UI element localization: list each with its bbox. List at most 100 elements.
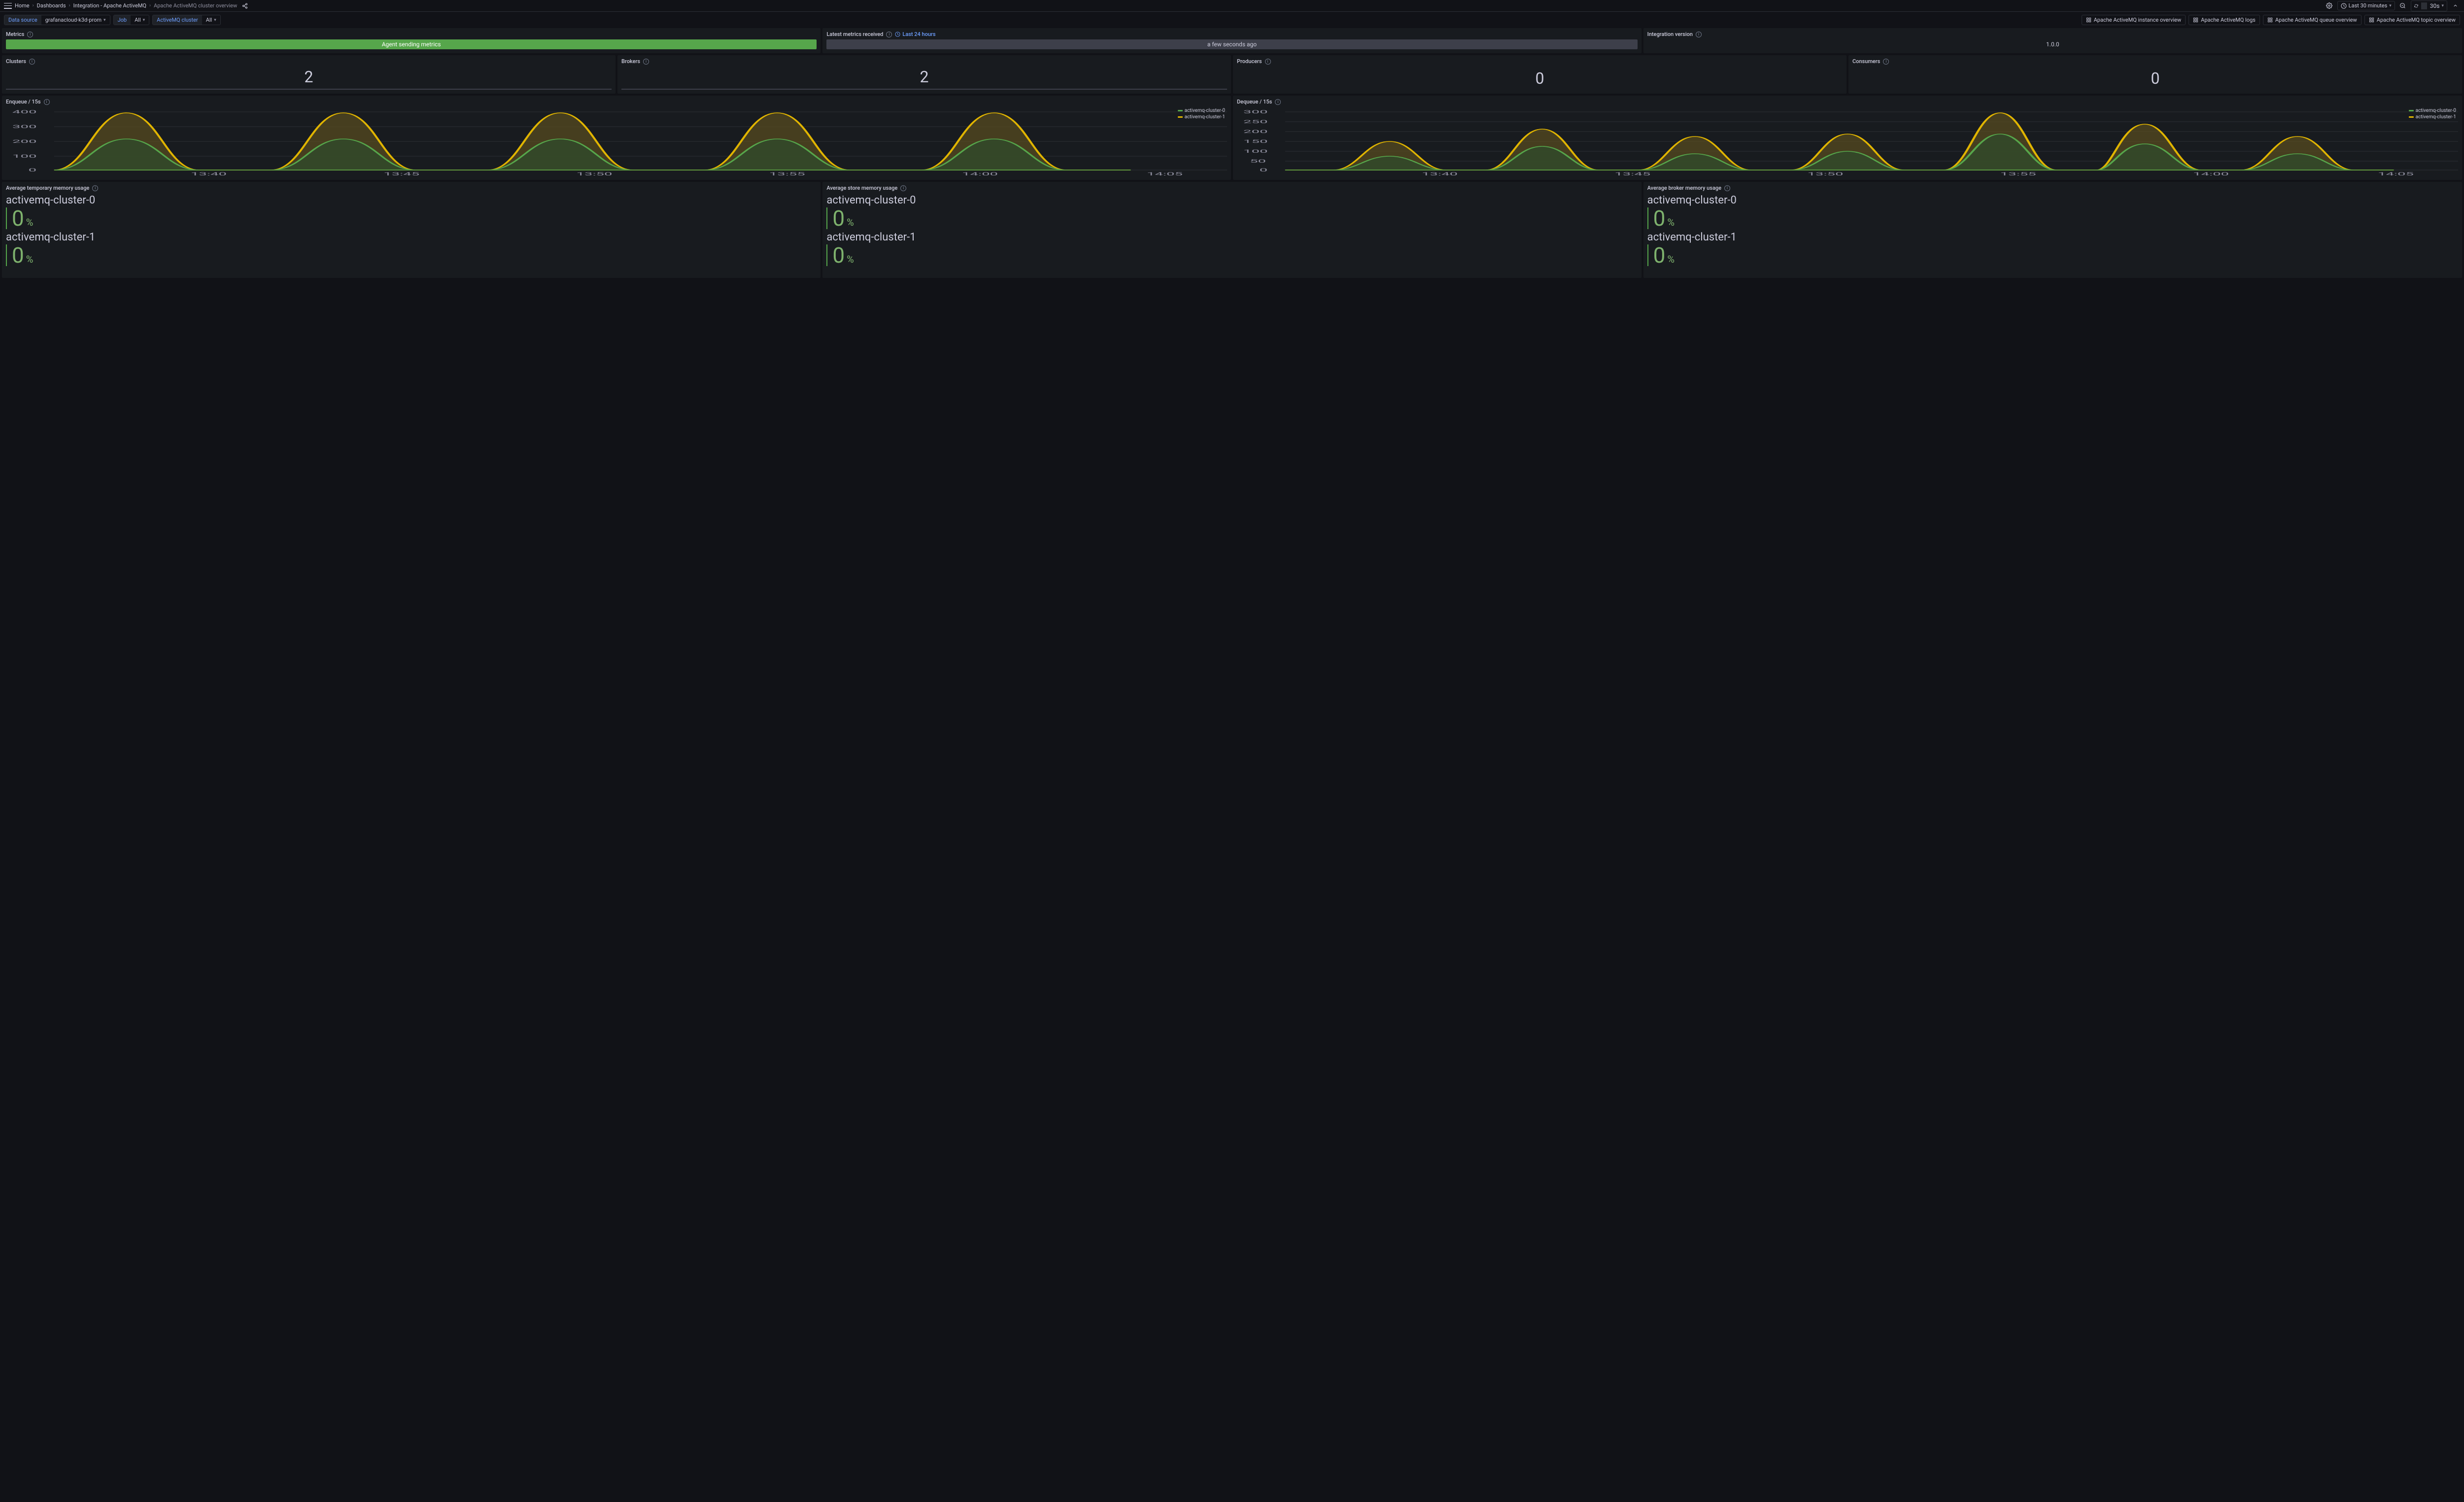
panel-title-text: Brokers — [621, 58, 640, 65]
legend-label: activemq-cluster-0 — [2416, 108, 2456, 113]
svg-text:13:40: 13:40 — [1422, 171, 1458, 176]
panel-title-text: Latest metrics received — [826, 31, 883, 37]
info-icon[interactable]: i — [92, 185, 98, 191]
svg-text:13:45: 13:45 — [383, 171, 419, 176]
link-topic-overview[interactable]: Apache ActiveMQ topic overview — [2364, 15, 2460, 25]
info-icon[interactable]: i — [29, 59, 35, 65]
last-24h-link[interactable]: Last 24 hours — [895, 31, 935, 37]
panel-title-text: Enqueue / 15s — [6, 99, 41, 105]
dashboard-icon — [2086, 17, 2091, 23]
panel-integration-version: Integration versioni 1.0.0 — [1643, 28, 2462, 53]
mem-item-unit: % — [1667, 216, 1675, 228]
panel-enqueue: Enqueue / 15si activemq-cluster-0 active… — [2, 96, 1231, 180]
collapse-icon[interactable] — [2450, 1, 2460, 11]
info-icon[interactable]: i — [643, 59, 649, 65]
metrics-status: Agent sending metrics — [6, 39, 817, 49]
enqueue-chart: 400 300 200 100 0 13:40 13:45 13:50 13:5… — [6, 107, 1227, 176]
datasource-picker[interactable]: Data source grafanacloud-k3d-prom▾ — [4, 15, 110, 25]
cluster-picker[interactable]: ActiveMQ cluster All▾ — [152, 15, 221, 25]
mem-item-unit: % — [1667, 253, 1675, 265]
legend-label: activemq-cluster-1 — [2416, 114, 2456, 120]
panel-title-text: Metrics — [6, 31, 24, 37]
info-icon[interactable]: i — [1275, 99, 1281, 105]
breadcrumb: Home › Dashboards › Integration - Apache… — [15, 2, 237, 9]
refresh-icon[interactable] — [2411, 1, 2421, 11]
menu-toggle-icon[interactable] — [4, 3, 12, 9]
share-icon[interactable] — [240, 1, 250, 11]
panel-title-text: Integration version — [1647, 31, 1693, 37]
link-logs[interactable]: Apache ActiveMQ logs — [2189, 15, 2260, 25]
dashboard-icon — [2193, 17, 2198, 23]
zoom-out-icon[interactable] — [2398, 1, 2408, 11]
svg-text:0: 0 — [29, 168, 36, 172]
mem-item-value: 0 — [1653, 244, 1666, 266]
svg-text:14:00: 14:00 — [2193, 171, 2229, 176]
dashboard-icon — [2369, 17, 2374, 23]
topbar: Home › Dashboards › Integration - Apache… — [0, 0, 2464, 12]
job-label: Job — [114, 15, 131, 25]
time-range-label: Last 30 minutes — [2349, 2, 2388, 9]
refresh-interval-picker[interactable]: 30s ▾ — [2427, 1, 2447, 10]
breadcrumb-home[interactable]: Home — [15, 2, 30, 9]
mem-item-value: 0 — [1653, 207, 1666, 229]
job-picker[interactable]: Job All▾ — [113, 15, 150, 25]
link-label: Last 24 hours — [902, 31, 935, 37]
panel-avg-temp-memory: Average temporary memory usagei activemq… — [2, 182, 821, 278]
svg-text:13:50: 13:50 — [1807, 171, 1843, 176]
mem-item-name: activemq-cluster-0 — [6, 194, 817, 206]
link-label: Apache ActiveMQ queue overview — [2275, 17, 2357, 23]
chevron-down-icon: ▾ — [2441, 3, 2444, 8]
info-icon[interactable]: i — [44, 99, 50, 105]
info-icon[interactable]: i — [1265, 59, 1271, 65]
mem-item-value: 0 — [12, 207, 24, 229]
link-instance-overview[interactable]: Apache ActiveMQ instance overview — [2082, 15, 2186, 25]
svg-text:400: 400 — [12, 109, 36, 114]
panel-dequeue: Dequeue / 15si activemq-cluster-0 active… — [1233, 96, 2462, 180]
info-icon[interactable]: i — [886, 32, 892, 37]
info-icon[interactable]: i — [27, 32, 33, 37]
svg-text:13:55: 13:55 — [2000, 171, 2036, 176]
mem-item-name: activemq-cluster-1 — [826, 231, 1637, 243]
info-icon[interactable]: i — [900, 185, 906, 191]
info-icon[interactable]: i — [1883, 59, 1889, 65]
panel-metrics: Metricsi Agent sending metrics — [2, 28, 821, 53]
svg-text:14:05: 14:05 — [1147, 171, 1183, 176]
panel-avg-broker-memory: Average broker memory usagei activemq-cl… — [1643, 182, 2462, 278]
variable-bar: Data source grafanacloud-k3d-prom▾ Job A… — [0, 12, 2464, 28]
dashboard-icon — [2267, 17, 2273, 23]
link-queue-overview[interactable]: Apache ActiveMQ queue overview — [2263, 15, 2361, 25]
info-icon[interactable]: i — [1724, 185, 1730, 191]
info-icon[interactable]: i — [1696, 32, 1702, 37]
breadcrumb-current: Apache ActiveMQ cluster overview — [154, 2, 237, 9]
panel-consumers: Consumersi 0 — [1848, 55, 2462, 94]
svg-text:13:55: 13:55 — [769, 171, 805, 176]
panel-title-text: Consumers — [1852, 58, 1880, 65]
svg-text:100: 100 — [12, 154, 36, 159]
mem-item-value: 0 — [12, 244, 24, 266]
panel-title-text: Producers — [1237, 58, 1262, 65]
breadcrumb-integration[interactable]: Integration - Apache ActiveMQ — [73, 2, 146, 9]
breadcrumb-dashboards[interactable]: Dashboards — [37, 2, 66, 9]
mem-item-name: activemq-cluster-1 — [6, 231, 817, 243]
svg-text:300: 300 — [12, 124, 36, 129]
svg-text:13:40: 13:40 — [191, 171, 227, 176]
mem-item-name: activemq-cluster-1 — [1647, 231, 2458, 243]
time-range-picker[interactable]: Last 30 minutes ▾ — [2337, 1, 2395, 10]
brokers-value: 2 — [621, 67, 1227, 87]
settings-gear-icon[interactable] — [2325, 1, 2334, 11]
panel-title-text: Average broker memory usage — [1647, 185, 1721, 191]
chevron-right-icon: › — [149, 3, 151, 8]
panel-title-text: Average temporary memory usage — [6, 185, 89, 191]
chevron-right-icon: › — [33, 3, 34, 8]
producers-value: 0 — [1237, 67, 1843, 90]
refresh-interval-label: 30s — [2430, 2, 2440, 9]
panel-latest-metrics: Latest metrics received i Last 24 hours … — [822, 28, 1641, 53]
cluster-label: ActiveMQ cluster — [153, 15, 202, 25]
clock-icon — [895, 32, 900, 37]
mem-item-unit: % — [26, 216, 34, 228]
svg-text:14:00: 14:00 — [962, 171, 998, 176]
link-label: Apache ActiveMQ topic overview — [2377, 17, 2456, 23]
version-value: 1.0.0 — [1647, 39, 2458, 49]
legend-label: activemq-cluster-1 — [1185, 114, 1225, 120]
stat-underbar — [6, 89, 612, 90]
